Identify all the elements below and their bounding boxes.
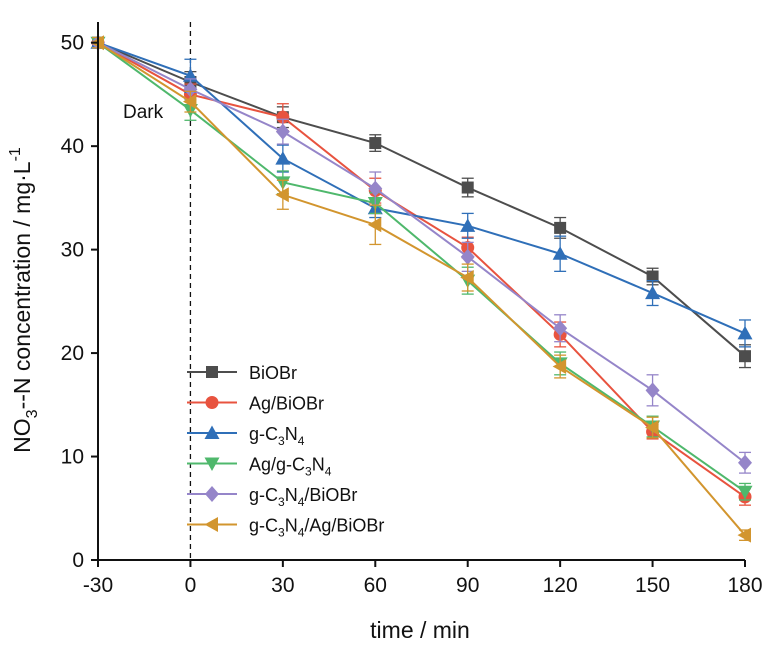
data-point (368, 180, 383, 197)
data-point (461, 181, 474, 194)
series-line (97, 41, 746, 357)
series-line (97, 41, 746, 464)
data-point (460, 248, 475, 265)
data-point (552, 246, 568, 260)
legend-label: g-C3N4/Ag/BiOBr (249, 516, 384, 540)
data-point (552, 359, 567, 375)
data-point (554, 221, 567, 234)
data-point (183, 81, 198, 98)
data-point (646, 270, 659, 283)
y-tick-label: 40 (61, 135, 84, 158)
legend: BiOBr Ag/BiOBr g-C3N4 Ag/g-C3N4 g-C3N4/BiOBr… (187, 363, 384, 540)
legend-item: g-C3N4/BiOBr (187, 485, 357, 509)
x-axis-title: time / min (370, 617, 470, 643)
legend-label: g-C3N4 (249, 424, 305, 448)
series-line (97, 41, 746, 536)
y-tick-label: 50 (61, 32, 84, 55)
data-point (645, 285, 661, 300)
data-point (275, 187, 289, 203)
data-point (460, 270, 474, 286)
data-point (645, 420, 659, 436)
y-tick-label: 20 (61, 342, 84, 365)
x-tick-label: -30 (83, 574, 113, 597)
legend-label: Ag/BiOBr (249, 394, 324, 414)
data-point (369, 137, 382, 150)
legend-item: g-C3N4/Ag/BiOBr (187, 516, 384, 540)
y-tick-label: 30 (61, 239, 84, 262)
series-line (97, 41, 746, 493)
y-tick-label: 0 (72, 549, 84, 572)
legend-item: BiOBr (187, 363, 297, 383)
data-point (737, 325, 753, 340)
data-point (367, 217, 382, 233)
data-point (738, 454, 752, 471)
series-group (90, 34, 753, 543)
dark-label: Dark (123, 102, 164, 123)
series-line (97, 41, 746, 335)
legend-marker (204, 457, 220, 471)
legend-marker (204, 425, 220, 439)
legend-item: g-C3N4 (187, 424, 305, 448)
data-point (275, 123, 290, 140)
x-tick-label: 90 (456, 574, 479, 597)
legend-marker (206, 366, 218, 378)
data-point (182, 94, 197, 110)
data-point (737, 485, 753, 500)
data-point (737, 527, 751, 543)
legend-label: Ag/g-C3N4 (249, 455, 332, 479)
data-point (553, 320, 568, 337)
data-point (460, 218, 476, 232)
legend-marker (204, 517, 218, 532)
x-tick-label: 60 (364, 574, 387, 597)
x-tick-label: 30 (271, 574, 294, 597)
data-point (645, 382, 660, 399)
data-point (276, 110, 290, 124)
legend-marker (205, 396, 219, 409)
legend-marker (205, 486, 219, 502)
x-tick-label: 0 (185, 574, 197, 597)
data-point (275, 151, 291, 165)
y-axis-title: NO3--N concentration / mg·L-1 (7, 147, 41, 453)
legend-item: Ag/g-C3N4 (187, 455, 332, 479)
x-tick-label: 120 (543, 574, 578, 597)
x-tick-label: 180 (727, 574, 762, 597)
data-point (739, 350, 751, 363)
y-tick-label: 10 (61, 446, 84, 469)
x-tick-label: 150 (635, 574, 670, 597)
legend-label: BiOBr (249, 363, 297, 383)
legend-label: g-C3N4/BiOBr (249, 485, 357, 509)
legend-item: Ag/BiOBr (187, 394, 324, 414)
